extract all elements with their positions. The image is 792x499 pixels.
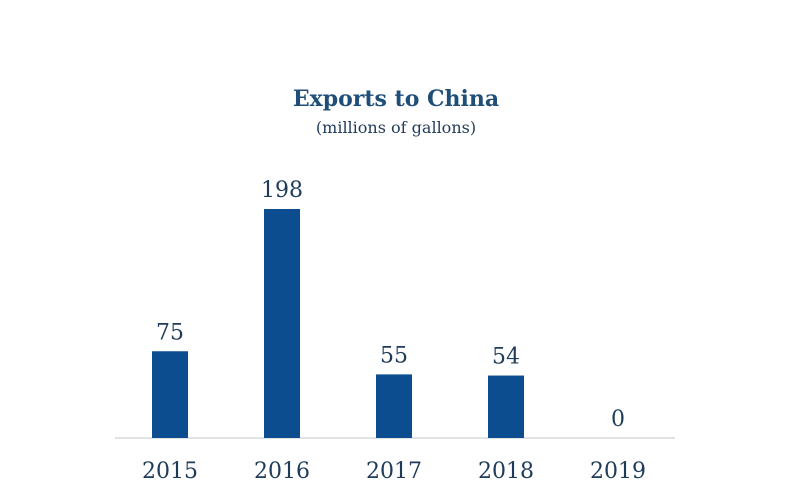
- x-tick-label-2018: 2018: [478, 459, 534, 484]
- bar-2017: [376, 374, 412, 438]
- x-tick-label-2019: 2019: [590, 459, 646, 484]
- bars-group: 75 2015 198 2016 55 2017 54 2018 0 2019: [142, 178, 646, 484]
- data-label-2019: 0: [611, 407, 625, 432]
- chart-subtitle: (millions of gallons): [315, 118, 477, 137]
- bar-2018: [488, 375, 524, 438]
- data-label-2016: 198: [261, 178, 303, 203]
- bar-2015: [152, 351, 188, 438]
- x-tick-label-2015: 2015: [142, 459, 198, 484]
- data-label-2017: 55: [380, 343, 408, 368]
- bar-2016: [264, 209, 300, 438]
- data-label-2015: 75: [156, 320, 184, 345]
- data-label-2018: 54: [492, 345, 520, 370]
- x-tick-label-2017: 2017: [366, 459, 422, 484]
- chart-title: Exports to China: [292, 86, 500, 112]
- x-tick-label-2016: 2016: [254, 459, 310, 484]
